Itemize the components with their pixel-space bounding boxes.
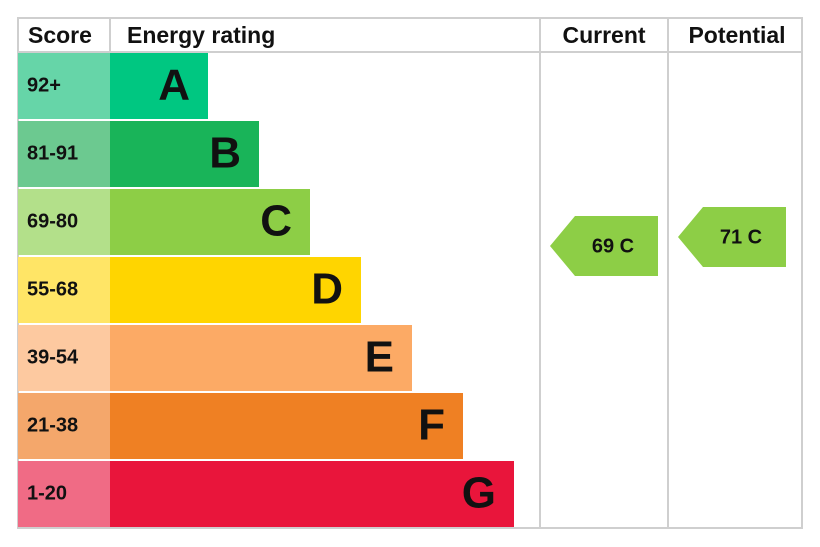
header-score: Score — [28, 22, 92, 48]
potential-rating: 71 C — [720, 226, 762, 248]
score-range: 81-91 — [27, 142, 78, 164]
rating-bar — [110, 325, 412, 391]
header-energy-rating: Energy rating — [127, 22, 275, 48]
score-range: 21-38 — [27, 414, 78, 436]
score-range: 69-80 — [27, 210, 78, 232]
rating-letter: E — [365, 333, 394, 382]
score-cell — [18, 121, 110, 187]
score-cell — [18, 461, 110, 527]
rating-letter: D — [311, 265, 343, 314]
rating-letter: A — [158, 61, 190, 110]
bands: 92+ A 81-91 B 69-80 C 55-68 D 39-54 E 21-38 F 1-20 G — [18, 53, 514, 527]
score-cell — [18, 325, 110, 391]
score-range: 39-54 — [27, 346, 79, 368]
potential-arrow — [678, 207, 786, 267]
score-cell — [18, 257, 110, 323]
current-rating: 69 C — [592, 235, 634, 257]
score-cell — [18, 189, 110, 255]
rating-bar — [110, 189, 310, 255]
rating-bar — [110, 53, 208, 119]
score-cell — [18, 393, 110, 459]
rating-letter: F — [418, 401, 445, 450]
score-cell — [18, 53, 110, 119]
score-range: 92+ — [27, 74, 61, 96]
rating-bar — [110, 393, 463, 459]
header-current: Current — [562, 22, 645, 48]
rating-bar — [110, 461, 514, 527]
header-potential: Potential — [688, 22, 785, 48]
rating-bar — [110, 121, 259, 187]
rating-letter: B — [209, 129, 241, 178]
score-range: 55-68 — [27, 278, 78, 300]
score-range: 1-20 — [27, 482, 67, 504]
current-arrow — [550, 216, 658, 276]
rating-letter: G — [462, 469, 496, 518]
rating-bar — [110, 257, 361, 323]
rating-letter: C — [260, 197, 292, 246]
